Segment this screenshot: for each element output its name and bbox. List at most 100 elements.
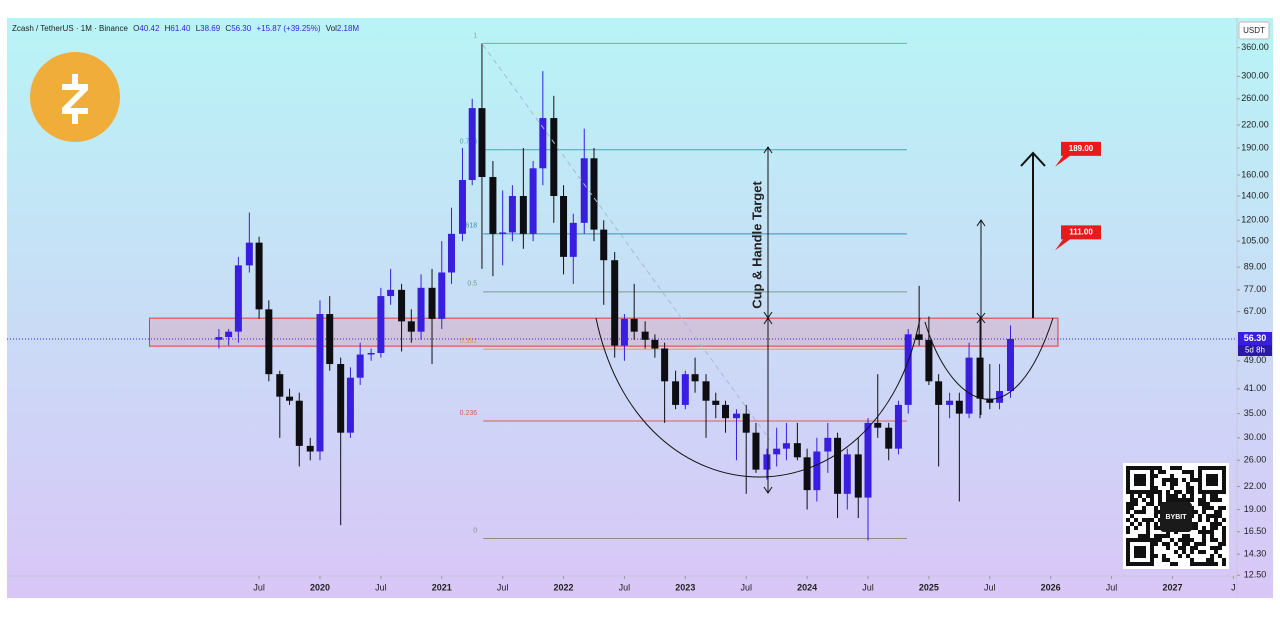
ohlc-value: 56.30 xyxy=(231,24,252,33)
qr-module xyxy=(1186,542,1190,546)
qr-module xyxy=(1182,538,1186,542)
qr-module xyxy=(1202,542,1206,546)
chart-header: Zcash / TetherUS · 1M · Binance O40.42 H… xyxy=(12,24,359,33)
qr-module xyxy=(1222,542,1226,546)
qr-module xyxy=(1134,502,1138,506)
qr-module xyxy=(1154,542,1158,546)
candle-body xyxy=(458,180,466,234)
qr-module xyxy=(1130,466,1134,470)
qr-module xyxy=(1198,490,1202,494)
qr-module xyxy=(1210,534,1214,538)
qr-module xyxy=(1130,490,1134,494)
qr-module xyxy=(1190,550,1194,554)
qr-module xyxy=(1214,490,1218,494)
qr-module xyxy=(1186,482,1190,486)
candle-body xyxy=(702,381,710,401)
qr-module xyxy=(1222,530,1226,534)
qr-module xyxy=(1146,526,1150,530)
x-tick-label: Jul xyxy=(1106,582,1118,592)
qr-module xyxy=(1126,530,1130,534)
qr-module xyxy=(1206,490,1210,494)
candle-body xyxy=(539,118,547,169)
qr-module xyxy=(1190,474,1194,478)
qr-module xyxy=(1134,562,1138,566)
qr-module xyxy=(1198,486,1202,490)
candle-body xyxy=(885,427,893,449)
qr-module xyxy=(1218,514,1222,518)
qr-module xyxy=(1138,550,1142,554)
qr-module xyxy=(1214,550,1218,554)
candle-body xyxy=(519,195,527,234)
qr-module xyxy=(1150,546,1154,550)
candle-body xyxy=(560,195,568,257)
qr-module xyxy=(1138,538,1142,542)
ohlc-value: 40.42 xyxy=(139,24,160,33)
qr-module xyxy=(1222,506,1226,510)
qr-module xyxy=(1206,466,1210,470)
qr-module xyxy=(1194,562,1198,566)
qr-module xyxy=(1174,494,1178,498)
candle-body xyxy=(569,222,577,257)
candle-body xyxy=(681,374,689,405)
candle-body xyxy=(265,309,273,375)
candle-body xyxy=(276,374,284,397)
qr-module xyxy=(1146,522,1150,526)
qr-module xyxy=(1218,546,1222,550)
exchange-badge xyxy=(1160,502,1192,532)
candle-body xyxy=(915,334,923,340)
x-tick-label: 2024 xyxy=(797,582,817,592)
qr-module xyxy=(1222,490,1226,494)
qr-module xyxy=(1162,554,1166,558)
qr-module xyxy=(1202,550,1206,554)
qr-module xyxy=(1150,518,1154,522)
target-label: 189.00 xyxy=(1069,144,1094,153)
qr-module xyxy=(1126,554,1130,558)
qr-module xyxy=(1206,530,1210,534)
qr-module xyxy=(1178,490,1182,494)
qr-module xyxy=(1214,538,1218,542)
qr-module xyxy=(1138,534,1142,538)
qr-module xyxy=(1218,522,1222,526)
x-tick-label: 2027 xyxy=(1162,582,1182,592)
qr-module xyxy=(1138,478,1142,482)
qr-module xyxy=(1126,562,1130,566)
qr-module xyxy=(1182,534,1186,538)
x-tick-label: 2025 xyxy=(919,582,939,592)
qr-module xyxy=(1166,558,1170,562)
qr-module xyxy=(1146,466,1150,470)
qr-module xyxy=(1198,542,1202,546)
qr-module xyxy=(1190,558,1194,562)
qr-module xyxy=(1210,474,1214,478)
candle-body xyxy=(965,357,973,414)
qr-module xyxy=(1198,550,1202,554)
y-tick-label: 89.00 xyxy=(1244,261,1267,271)
qr-module xyxy=(1194,526,1198,530)
x-tick-label: Jul xyxy=(740,582,752,592)
handle-arrow xyxy=(976,219,986,415)
qr-module xyxy=(1174,478,1178,482)
qr-module xyxy=(1154,466,1158,470)
y-tick-label: 35.00 xyxy=(1244,408,1267,418)
qr-module xyxy=(1210,466,1214,470)
candle-body xyxy=(925,339,933,382)
qr-module xyxy=(1146,490,1150,494)
qr-module xyxy=(1150,490,1154,494)
target-label: 111.00 xyxy=(1069,228,1093,237)
candle-body xyxy=(803,457,811,491)
qr-module xyxy=(1166,546,1170,550)
change: +15.87 (+39.25%) xyxy=(256,24,320,33)
qr-module xyxy=(1146,562,1150,566)
qr-module xyxy=(1222,470,1226,474)
qr-module xyxy=(1202,510,1206,514)
qr-module xyxy=(1206,518,1210,522)
symbol: Zcash / TetherUS · 1M · Binance xyxy=(12,24,128,33)
x-tick-label: J xyxy=(1231,582,1236,592)
candle-body xyxy=(661,348,669,382)
candle-body xyxy=(489,176,497,234)
qr-module xyxy=(1166,498,1170,502)
target-flag xyxy=(1055,141,1101,167)
candle-body xyxy=(1006,339,1014,392)
candle-body xyxy=(641,331,649,340)
x-tick-label: 2022 xyxy=(554,582,574,592)
qr-module xyxy=(1130,538,1134,542)
